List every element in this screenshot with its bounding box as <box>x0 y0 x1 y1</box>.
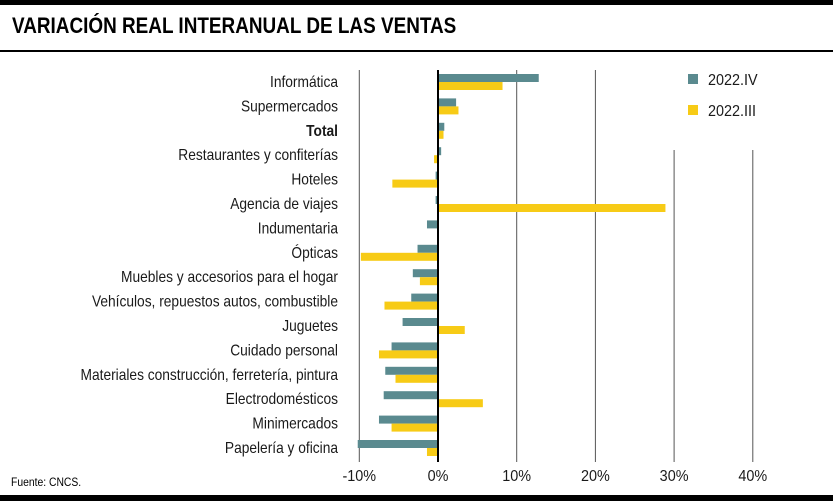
category-label: Agencia de viajes <box>230 195 338 213</box>
category-label: Electrodomésticos <box>226 390 338 408</box>
bar-series-2-0 <box>438 82 503 90</box>
bar-series-1-12 <box>385 366 438 375</box>
bar-series-1-3 <box>438 147 442 156</box>
bar-series-2-9 <box>384 301 438 310</box>
bar-series-2-12 <box>395 374 438 383</box>
x-tick-label: 40% <box>738 467 767 485</box>
bar-series-1-8 <box>412 269 438 278</box>
bar-series-1-15 <box>357 440 438 448</box>
category-label: Informática <box>270 73 339 91</box>
x-tick-label: -10% <box>342 467 376 485</box>
x-tick-label: 0% <box>428 467 449 485</box>
bar-series-1-10 <box>402 318 438 326</box>
category-label: Supermercados <box>241 97 338 115</box>
category-label: Materiales construcción, ferretería, pin… <box>81 366 339 384</box>
bar-series-1-5 <box>435 196 438 204</box>
chart-title: VARIACIÓN REAL INTERANUAL DE LAS VENTAS <box>12 13 457 38</box>
bar-series-1-1 <box>438 98 457 107</box>
category-label: Restaurantes y confiterías <box>178 146 338 164</box>
bar-series-1-4 <box>435 171 438 180</box>
title-rule <box>0 50 833 52</box>
source-note: Fuente: CNCS. <box>11 477 82 489</box>
bar-series-2-1 <box>438 106 459 115</box>
category-label: Minimercados <box>252 415 338 433</box>
bar-series-2-15 <box>426 448 438 456</box>
category-label: Indumentaria <box>258 219 339 237</box>
x-tick-label: 30% <box>660 467 689 485</box>
category-label: Vehículos, repuestos autos, combustible <box>92 293 338 311</box>
category-label: Ópticas <box>291 244 338 262</box>
bar-series-2-2 <box>438 130 444 139</box>
bar-series-1-2 <box>438 122 445 131</box>
legend-swatch-2 <box>688 105 698 115</box>
legend-swatch-1 <box>688 74 698 84</box>
bar-series-1-13 <box>383 391 438 400</box>
bar-series-1-7 <box>417 244 438 253</box>
bar-series-2-8 <box>419 277 438 286</box>
bar-series-2-4 <box>392 179 438 188</box>
category-label: Total <box>306 122 338 140</box>
bar-series-2-11 <box>378 350 438 359</box>
bar-series-2-7 <box>360 252 438 261</box>
bar-series-2-10 <box>438 326 465 334</box>
category-label: Hoteles <box>291 171 338 189</box>
bar-series-1-9 <box>411 293 438 302</box>
bar-series-1-11 <box>391 342 438 351</box>
top-rule <box>0 0 833 5</box>
category-label: Papelería y oficina <box>225 439 339 457</box>
bar-series-2-13 <box>438 399 483 408</box>
category-label: Juguetes <box>282 317 338 335</box>
bar-series-1-14 <box>378 415 438 424</box>
category-label: Muebles y accesorios para el hogar <box>121 268 338 286</box>
x-tick-label: 20% <box>581 467 610 485</box>
bottom-rule <box>0 495 833 501</box>
x-tick-label: 10% <box>502 467 531 485</box>
category-label: Cuidado personal <box>230 341 338 359</box>
bar-series-2-5 <box>438 204 666 212</box>
legend-label-1: 2022.IV <box>708 71 758 89</box>
bar-series-1-6 <box>426 220 438 229</box>
bar-series-2-14 <box>391 423 438 432</box>
bar-series-2-3 <box>434 155 438 164</box>
legend-label-2: 2022.III <box>708 102 756 120</box>
bar-series-1-0 <box>438 74 539 82</box>
